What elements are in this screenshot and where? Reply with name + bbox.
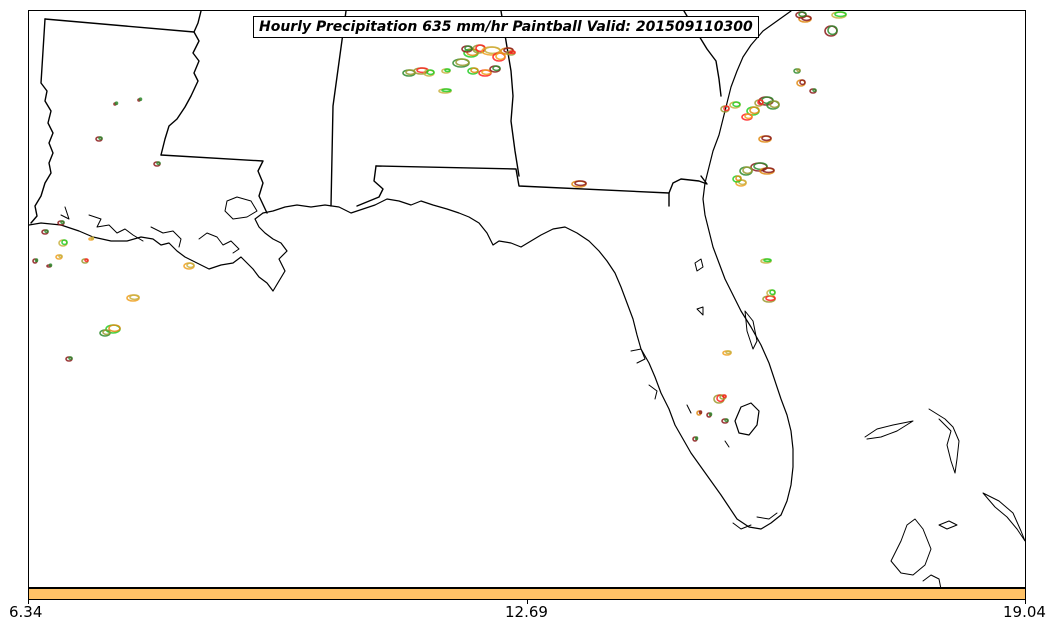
precip-contour bbox=[761, 135, 772, 142]
map-title: Hourly Precipitation 635 mm/hr Paintball… bbox=[253, 16, 759, 38]
precip-contour bbox=[114, 101, 119, 105]
precip-contour bbox=[186, 262, 195, 269]
precip-contour bbox=[763, 258, 772, 263]
precip-contour bbox=[749, 106, 760, 115]
colorbar-tick-mark-mid bbox=[527, 600, 528, 604]
coastline-gulf-west bbox=[29, 212, 288, 292]
precip-contour bbox=[574, 180, 587, 187]
precip-contour bbox=[58, 254, 63, 259]
precip-contour bbox=[732, 101, 741, 108]
precip-contour bbox=[470, 67, 479, 74]
precip-contour bbox=[84, 258, 89, 263]
precip-contour bbox=[812, 88, 817, 93]
precip-contour bbox=[495, 52, 506, 61]
bahamas-grand-bahama bbox=[864, 420, 914, 440]
precip-contour bbox=[722, 394, 727, 399]
precip-contour bbox=[725, 350, 732, 355]
bahamas-andros bbox=[890, 518, 932, 576]
precip-contour bbox=[503, 47, 514, 54]
coastline-and-borders bbox=[29, 11, 1025, 587]
state-border-ms-al bbox=[330, 11, 347, 207]
lake-okeechobee bbox=[734, 402, 760, 436]
precip-contour bbox=[60, 220, 65, 225]
precip-contour bbox=[724, 418, 729, 423]
state-border-al-fl bbox=[375, 165, 670, 207]
precip-contour bbox=[769, 289, 776, 296]
precip-contour bbox=[744, 113, 753, 120]
coastline-la-bays bbox=[60, 196, 258, 254]
precip-contour bbox=[723, 105, 730, 112]
precip-contour bbox=[48, 263, 53, 268]
precip-contour bbox=[34, 258, 39, 263]
precip-contour bbox=[796, 68, 801, 73]
precip-contour bbox=[481, 69, 492, 76]
precipitation-paintballs bbox=[32, 11, 847, 442]
bahamas-south bbox=[922, 574, 942, 587]
precip-contour bbox=[102, 329, 111, 336]
precip-contour bbox=[90, 236, 95, 240]
bahamas-eleuthera bbox=[982, 492, 1025, 542]
colorbar-tick-mark-min bbox=[28, 600, 29, 604]
precip-contour bbox=[129, 294, 140, 301]
state-border-ar-la bbox=[44, 18, 195, 33]
precip-contour bbox=[98, 136, 103, 141]
coastline-atlantic bbox=[702, 11, 794, 516]
precip-contour bbox=[61, 239, 68, 246]
precip-contour bbox=[492, 65, 501, 72]
state-border-ga-fl bbox=[668, 175, 708, 194]
bahamas-new-providence bbox=[938, 520, 958, 530]
precip-contour bbox=[426, 69, 435, 76]
precip-contour bbox=[762, 167, 775, 174]
precip-contour bbox=[509, 50, 516, 55]
state-border-al-west-coast bbox=[356, 165, 384, 207]
state-border-la-tx bbox=[30, 18, 54, 224]
precip-contour bbox=[708, 412, 713, 417]
precip-contour bbox=[44, 229, 49, 234]
state-border-la-ms-river bbox=[160, 11, 202, 156]
precip-contour bbox=[455, 58, 470, 67]
precip-contour bbox=[769, 100, 780, 109]
precip-contour bbox=[798, 11, 807, 18]
precip-contour bbox=[827, 25, 838, 36]
precip-contour bbox=[735, 175, 742, 182]
precip-contour bbox=[444, 68, 451, 73]
bahamas-abaco bbox=[928, 408, 960, 474]
colorbar-tick-mark-max bbox=[1025, 600, 1026, 604]
florida-keys bbox=[732, 512, 778, 530]
precip-contour bbox=[156, 161, 161, 166]
precip-contour bbox=[694, 436, 699, 441]
precip-contour bbox=[698, 410, 703, 415]
precip-contour bbox=[799, 79, 806, 86]
map-panel bbox=[28, 10, 1026, 588]
state-border-al-ga bbox=[500, 11, 520, 177]
precip-contour bbox=[138, 97, 143, 101]
map-canvas bbox=[29, 11, 1025, 587]
precip-contour bbox=[484, 46, 501, 55]
precip-contour bbox=[834, 11, 847, 18]
precip-contour bbox=[68, 356, 73, 361]
colorbar-tick-mid: 12.69 bbox=[505, 603, 548, 621]
precip-contour bbox=[108, 324, 121, 333]
colorbar bbox=[28, 588, 1026, 600]
colorbar-tick-max: 19.04 bbox=[1003, 603, 1046, 621]
precip-contour bbox=[441, 88, 452, 93]
coastline-panhandle bbox=[262, 198, 782, 530]
colorbar-tick-min: 6.34 bbox=[9, 603, 43, 621]
coastline-fl-bays bbox=[630, 258, 758, 448]
state-border-la-ms bbox=[160, 154, 268, 214]
precip-contour bbox=[757, 99, 764, 106]
precip-contour bbox=[742, 166, 753, 175]
precip-contour bbox=[464, 45, 473, 52]
